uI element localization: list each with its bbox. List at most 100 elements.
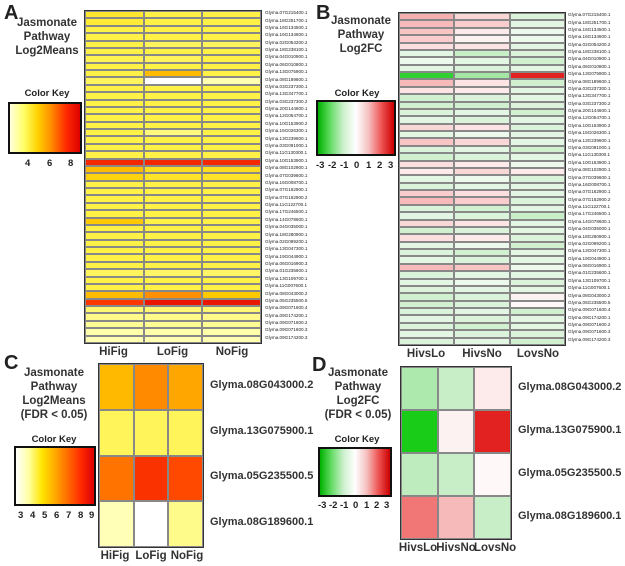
gene-label: Glyma.07G162900.2 [568, 196, 611, 202]
heatmap-cell [509, 263, 565, 272]
heatmap-cell [143, 320, 203, 329]
heatmap-cell [202, 129, 261, 137]
panel-b-heatmap [398, 12, 566, 346]
heatmap-cell [143, 224, 203, 233]
gene-label: Glyma.11G122700.1 [265, 202, 308, 207]
gene-label: Glyma.09G071600.4 [265, 305, 308, 311]
gene-label: Glyma.08G043000.2 [265, 290, 308, 296]
heatmap-cell [85, 239, 144, 248]
panel-d-column-labels: HivsLo HivsNo LovsNo [399, 542, 516, 556]
heatmap-cell [99, 364, 134, 410]
heatmap-cell [85, 106, 144, 115]
heatmap-cell [202, 158, 261, 166]
heatmap-cell [509, 94, 565, 102]
panel-c-title: Jasmonate Pathway Log2Means (FDR < 0.05) [14, 366, 94, 422]
gene-label: Glyma.03G237300.2 [568, 100, 611, 106]
panel-b-tick: -1 [340, 160, 349, 171]
heatmap-cell [143, 210, 203, 218]
panel-b-tick: 2 [377, 160, 383, 171]
panel-b-letter: B [316, 2, 331, 24]
heatmap-cell [401, 410, 438, 453]
heatmap-cell [85, 62, 144, 71]
heatmap-cell [509, 212, 565, 220]
heatmap-cell [399, 219, 455, 227]
gene-label: Glyma.08G043000.2 [210, 378, 314, 391]
heatmap-cell [202, 180, 261, 189]
heatmap-cell [202, 18, 261, 26]
panel-d-gene-labels: Glyma.08G043000.2 Glyma.13G075900.1 Glyma.… [518, 366, 622, 540]
gene-label: Glyma.13G109700.1 [568, 277, 611, 283]
gene-label: Glyma.06G010800.1 [568, 63, 611, 69]
heatmap-cell [437, 410, 475, 453]
gene-label: Glyma.13G109700.1 [265, 275, 308, 281]
heatmap-cell [401, 453, 438, 496]
heatmap-cell [399, 256, 455, 264]
gene-label: Glyma.06G016900.1 [568, 263, 611, 269]
panel-d-title-line: Pathway [334, 381, 382, 393]
heatmap-cell [454, 35, 510, 43]
gene-label: Glyma.04G035000.1 [265, 224, 308, 230]
heatmap-cell [454, 182, 510, 191]
heatmap-cell [143, 62, 203, 71]
heatmap-cell [509, 204, 565, 213]
heatmap-cell [85, 291, 144, 299]
heatmap-cell [399, 72, 455, 80]
heatmap-cell [509, 123, 565, 132]
panel-d-color-key-gradient [318, 447, 392, 497]
gene-label: Glyma.03G091000.1 [568, 144, 611, 150]
heatmap-cell [202, 55, 261, 63]
heatmap-cell [454, 308, 510, 316]
gene-label: Glyma.14G078600.1 [568, 218, 611, 224]
gene-label: Glyma.13G075900.1 [518, 423, 622, 436]
panel-b-tick: -2 [328, 160, 337, 171]
heatmap-cell [202, 173, 261, 181]
gene-label: Glyma.11G130300.1 [568, 152, 611, 158]
gene-label: Glyma.09G174200.1 [568, 314, 611, 320]
heatmap-cell [399, 94, 455, 102]
heatmap-cell [509, 64, 565, 73]
heatmap-cell [202, 298, 261, 307]
panel-c-heatmap [98, 363, 204, 548]
heatmap-cell [202, 106, 261, 115]
heatmap-cell [509, 35, 565, 43]
heatmap-cell [399, 42, 455, 50]
heatmap-cell [85, 55, 144, 63]
heatmap-cell [454, 108, 510, 117]
heatmap-cell [399, 153, 455, 161]
heatmap-cell [454, 293, 510, 301]
heatmap-cell [85, 70, 144, 78]
gene-label: Glyma.05G235500.5 [568, 299, 611, 305]
heatmap-cell [85, 33, 144, 41]
heatmap-cell [509, 138, 565, 146]
panel-a-title-line: Jasmonate [16, 17, 78, 29]
panel-d-title-line: Log2FC [336, 395, 380, 407]
gene-label: Glyma.08G189600.1 [210, 516, 314, 529]
heatmap-cell [168, 455, 203, 502]
heatmap-cell [399, 64, 455, 73]
heatmap-cell [399, 175, 455, 183]
heatmap-cell [437, 453, 475, 496]
gene-label: Glyma.16G134500.1 [265, 24, 308, 30]
panel-c-color-key-ticks: 3 4 5 6 7 8 9 [14, 510, 96, 522]
panel-d-tick: -1 [340, 500, 349, 511]
heatmap-cell [143, 143, 203, 152]
heatmap-cell [85, 47, 144, 56]
gene-label: Glyma.05G235500.5 [210, 470, 314, 483]
panel-b-tick: 1 [366, 160, 372, 171]
heatmap-cell [454, 57, 510, 65]
gene-label: Glyma.02G054200.2 [265, 39, 308, 45]
gene-label: Glyma.08G189600.1 [265, 76, 308, 82]
gene-label: Glyma.17G246500.1 [265, 209, 308, 215]
heatmap-cell [399, 293, 455, 301]
heatmap-cell [509, 160, 565, 168]
panel-d-tick: -3 [318, 500, 327, 511]
heatmap-cell [85, 202, 144, 211]
gene-label: Glyma.16G008700.1 [568, 181, 611, 187]
heatmap-cell [509, 308, 565, 316]
gene-label: Glyma.07G039600.1 [568, 174, 611, 180]
panel-a-column-label: NoFig [215, 346, 249, 358]
gene-label: Glyma.08G102900.1 [568, 167, 611, 173]
heatmap-cell [133, 409, 169, 456]
gene-label: Glyma.15G026300.1 [265, 128, 308, 134]
panel-b-column-label: LovsNo [516, 348, 560, 360]
